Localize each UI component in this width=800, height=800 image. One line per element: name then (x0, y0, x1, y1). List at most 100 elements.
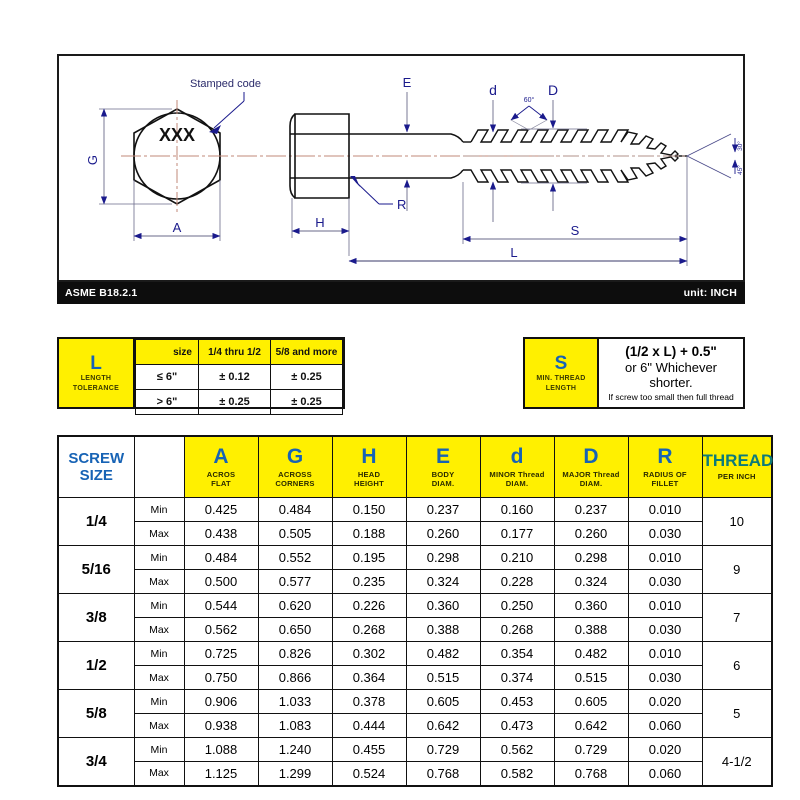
header-screw-size-text: SCREW SIZE (68, 449, 125, 484)
cell-E-max: 0.324 (405, 569, 481, 594)
cell-A-min: 0.484 (183, 545, 259, 570)
table-row: 1/2 Min 0.725 0.826 0.302 0.482 0.354 0.482 0.01… (57, 641, 773, 690)
cell-A-max: 0.750 (183, 665, 259, 690)
cell-minmax-label: Min (133, 545, 185, 570)
table-row: 5/16 Min 0.484 0.552 0.195 0.298 0.210 0.298 0.0… (57, 545, 773, 594)
header-letter-R: R (657, 444, 673, 468)
cell-minmax-label: Max (133, 713, 185, 738)
header-sub-D: MAJOR Thread DIAM. (562, 469, 620, 488)
header-col-A: A ACROS FLAT (183, 435, 259, 498)
cell-screw-size: 3/8 (57, 593, 135, 642)
cell-A-max: 0.438 (183, 521, 259, 546)
cell-screw-size: 1/2 (57, 641, 135, 690)
drawing-panel: XXX Stamped code G A (57, 54, 745, 282)
cell-d-min: 0.562 (479, 737, 555, 762)
cell-G-max: 0.505 (257, 521, 333, 546)
header-letter-E: E (435, 444, 450, 468)
header-col-H: H HEAD HEIGHT (331, 435, 407, 498)
length-tolerance-table: size 1/4 thru 1/2 5/8 and more ≤ 6" ± 0.… (135, 339, 343, 415)
cell-A-min: 0.425 (183, 497, 259, 522)
header-sub-A: ACROS FLAT (206, 469, 236, 488)
length-tolerance-body: size 1/4 thru 1/2 5/8 and more ≤ 6" ± 0.… (135, 339, 343, 415)
dimension-R (350, 176, 393, 205)
cell-A-min: 0.544 (183, 593, 259, 618)
cell-screw-size: 5/16 (57, 545, 135, 594)
header-sub-E: BODY DIAM. (431, 469, 455, 488)
cell-D-max: 0.515 (553, 665, 629, 690)
cell-G-min: 0.552 (257, 545, 333, 570)
table-row: Max 0.438 0.505 0.188 0.260 0.177 0.260 0.030 (58, 521, 772, 546)
table-row: Max 1.125 1.299 0.524 0.768 0.582 0.768 0.060 (58, 761, 772, 786)
dimension-L-label: L (510, 245, 517, 260)
cell-E-min: 0.482 (405, 641, 481, 666)
cell-A-max: 1.125 (183, 761, 259, 786)
cell-minmax-label: Max (133, 521, 185, 546)
header-col-thread: THREAD PER INCH (701, 435, 774, 498)
thread-angle-marker (510, 105, 548, 131)
cell-E-min: 0.237 (405, 497, 481, 522)
cell-E-max: 0.515 (405, 665, 481, 690)
dimension-R-label: R (397, 197, 406, 212)
cell-E-min: 0.360 (405, 593, 481, 618)
tolerance-row-value: ± 0.25 (270, 389, 343, 415)
cell-R-max: 0.060 (627, 713, 703, 738)
screw-shank (349, 133, 464, 179)
min-thread-key: S MIN. THREAD LENGTH (525, 339, 599, 407)
cell-minmax-label: Max (133, 665, 185, 690)
length-key-letter: L (90, 353, 102, 375)
cell-R-max: 0.060 (627, 761, 703, 786)
spec-table-body: 1/4 Min 0.425 0.484 0.150 0.237 0.160 0.237 0.01… (57, 497, 773, 786)
header-col-D: D MAJOR Thread DIAM. (553, 435, 629, 498)
cell-R-min: 0.010 (627, 545, 703, 570)
thread-angle-label: 60° (524, 96, 535, 104)
tolerance-row-value: ± 0.25 (198, 389, 271, 415)
dimension-H-label: H (315, 215, 324, 230)
table-row: ≤ 6" ± 0.12 ± 0.25 (135, 364, 343, 390)
dimension-D (521, 100, 587, 211)
cell-d-max: 0.582 (479, 761, 555, 786)
header-letter-G: G (286, 444, 304, 468)
stamped-code-leader (209, 92, 245, 134)
cell-thread-per-inch: 7 (701, 593, 773, 642)
header-letter-thread: THREAD (702, 451, 774, 471)
table-row: > 6" ± 0.25 ± 0.25 (135, 389, 343, 415)
lag-screw-drawing: XXX Stamped code G A (85, 75, 744, 266)
head-mark-text: XXX (159, 125, 195, 145)
cell-A-min: 0.725 (183, 641, 259, 666)
dimension-S-label: S (571, 223, 580, 238)
min-thread-formula: (1/2 x L) + 0.5" (625, 343, 717, 359)
cell-H-max: 0.364 (331, 665, 407, 690)
cell-G-min: 0.484 (257, 497, 333, 522)
screw-dimension-table: SCREW SIZE A ACROS FLAT G ACROSS CORNERS H… (57, 435, 773, 787)
cell-minmax-label: Min (133, 689, 185, 714)
cell-R-min: 0.010 (627, 593, 703, 618)
cell-D-min: 0.298 (553, 545, 629, 570)
header-sub-G: ACROSS CORNERS (275, 469, 315, 488)
standard-titlebar: ASME B18.2.1 unit: INCH (57, 282, 745, 304)
cell-A-min: 0.906 (183, 689, 259, 714)
cell-D-max: 0.260 (553, 521, 629, 546)
tolerance-header-range-1: 1/4 thru 1/2 (198, 339, 271, 365)
cell-D-min: 0.605 (553, 689, 629, 714)
cell-minmax-label: Min (133, 593, 185, 618)
cell-d-min: 0.160 (479, 497, 555, 522)
cell-D-max: 0.388 (553, 617, 629, 642)
cell-R-max: 0.030 (627, 665, 703, 690)
tolerance-header-row: size 1/4 thru 1/2 5/8 and more (135, 339, 343, 365)
cell-D-max: 0.642 (553, 713, 629, 738)
table-row: Max 0.938 1.083 0.444 0.642 0.473 0.642 0.060 (58, 713, 772, 738)
point-angle-label-1: 30° (736, 141, 744, 151)
header-sub-H: HEAD HEIGHT (354, 469, 384, 488)
dimension-A-label: A (173, 220, 182, 235)
cell-G-max: 1.299 (257, 761, 333, 786)
dimension-G-label: G (85, 155, 100, 165)
length-key-sub-1: LENGTH (80, 375, 112, 383)
dimension-d-label: d (489, 82, 497, 98)
cell-G-min: 1.240 (257, 737, 333, 762)
point-angle-marker (686, 133, 739, 179)
min-thread-key-letter: S (554, 353, 568, 375)
cell-R-max: 0.030 (627, 521, 703, 546)
cell-R-min: 0.010 (627, 497, 703, 522)
cell-D-min: 0.237 (553, 497, 629, 522)
